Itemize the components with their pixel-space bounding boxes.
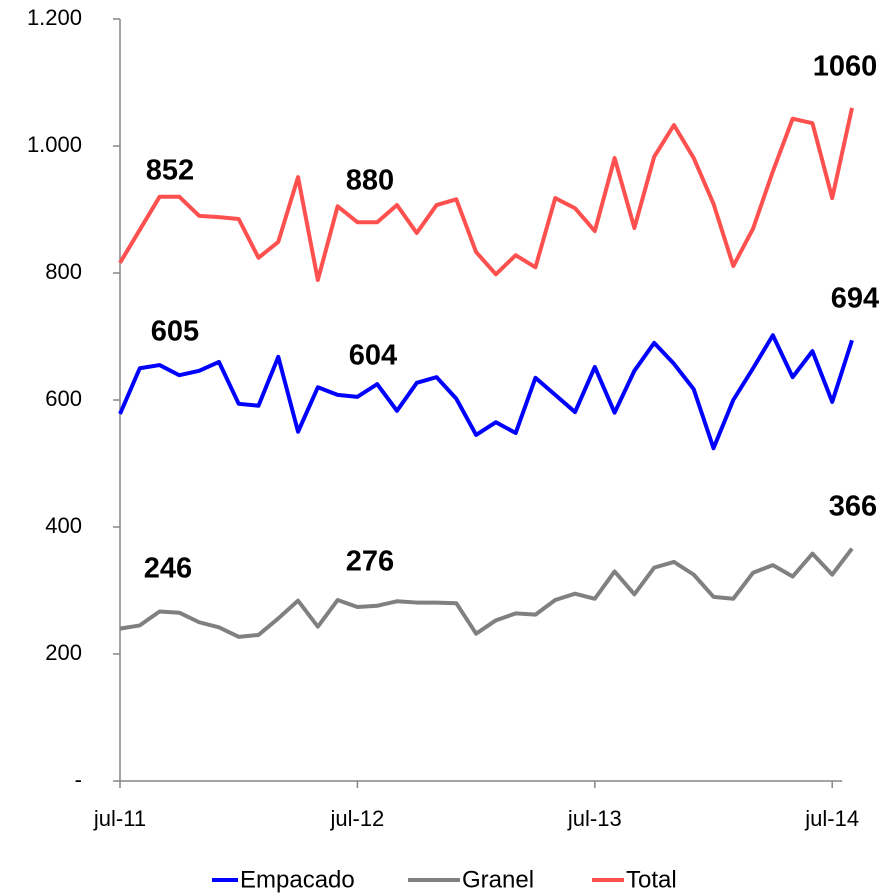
data-label: 880 xyxy=(346,165,394,197)
data-label: 605 xyxy=(151,316,199,348)
data-label: 604 xyxy=(349,340,397,372)
y-tick-label: 200 xyxy=(45,640,82,665)
y-tick-label: 600 xyxy=(45,386,82,411)
y-tick-label: 1.200 xyxy=(27,5,82,30)
legend-label: Total xyxy=(626,866,677,893)
legend-label: Granel xyxy=(462,866,534,893)
series-line xyxy=(118,107,854,282)
data-label: 694 xyxy=(831,283,879,315)
data-label: 852 xyxy=(146,155,194,187)
data-label: 246 xyxy=(144,553,192,585)
y-tick-label: - xyxy=(75,767,82,792)
x-tick-label: jul-14 xyxy=(804,806,859,831)
y-tick-label: 800 xyxy=(45,259,82,284)
series-line xyxy=(118,333,854,451)
legend-label: Empacado xyxy=(240,866,355,893)
data-label: 276 xyxy=(346,546,394,578)
x-tick-label: jul-13 xyxy=(567,806,622,831)
y-tick-label: 400 xyxy=(45,513,82,538)
data-label: 1060 xyxy=(813,51,878,83)
data-label: 366 xyxy=(829,491,877,523)
x-tick-label: jul-11 xyxy=(93,806,146,831)
y-tick-label: 1.000 xyxy=(27,132,82,157)
series-line xyxy=(119,547,854,639)
x-tick-label: jul-12 xyxy=(329,806,384,831)
